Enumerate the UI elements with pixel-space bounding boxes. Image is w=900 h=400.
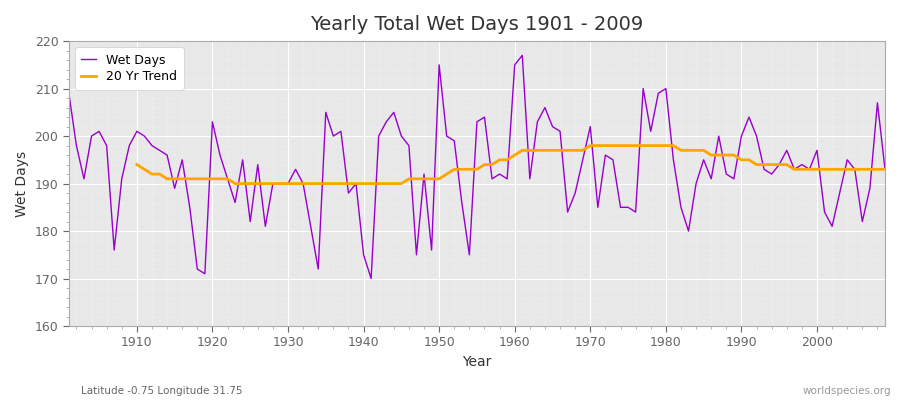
Y-axis label: Wet Days: Wet Days (15, 150, 29, 217)
20 Yr Trend (230, 181, 240, 186)
Text: Latitude -0.75 Longitude 31.75: Latitude -0.75 Longitude 31.75 (81, 386, 242, 396)
20 Yr Trend (585, 143, 596, 148)
Title: Yearly Total Wet Days 1901 - 2009: Yearly Total Wet Days 1901 - 2009 (310, 15, 644, 34)
Wet Days (290, 167, 301, 172)
Wet Days (615, 205, 626, 210)
20 Yr Trend (283, 181, 293, 186)
Wet Days (124, 143, 135, 148)
20 Yr Trend (857, 167, 868, 172)
Text: worldspecies.org: worldspecies.org (803, 386, 891, 396)
Wet Days (365, 276, 376, 281)
20 Yr Trend (313, 181, 324, 186)
X-axis label: Year: Year (463, 355, 491, 369)
20 Yr Trend (592, 143, 603, 148)
Wet Days (517, 53, 527, 58)
Line: Wet Days: Wet Days (68, 55, 885, 278)
Legend: Wet Days, 20 Yr Trend: Wet Days, 20 Yr Trend (75, 47, 184, 90)
Wet Days (336, 129, 346, 134)
Wet Days (509, 62, 520, 67)
20 Yr Trend (131, 162, 142, 167)
20 Yr Trend (879, 167, 890, 172)
Wet Days (525, 176, 535, 181)
Line: 20 Yr Trend: 20 Yr Trend (137, 146, 885, 184)
Wet Days (63, 91, 74, 96)
20 Yr Trend (834, 167, 845, 172)
20 Yr Trend (525, 148, 535, 153)
Wet Days (879, 167, 890, 172)
